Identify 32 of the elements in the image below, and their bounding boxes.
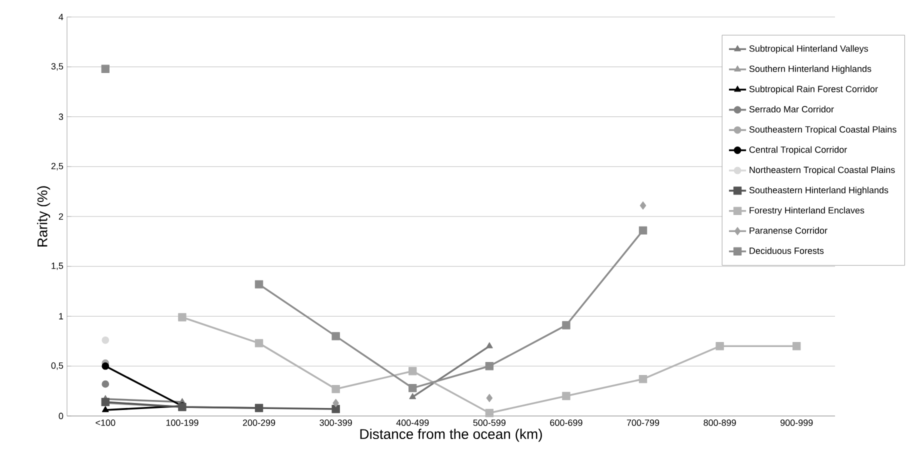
y-tick-label: 2 [58,213,64,220]
y-tick-label: 0,5 [51,362,64,370]
x-tick-label: 200-299 [242,420,276,426]
legend-label: Subtropical Rain Forest Corridor [749,86,878,94]
legend-label: Subtropical Hinterland Valleys [749,45,868,54]
legend-label: Southern Hinterland Highlands [749,65,872,74]
legend-label: Southeastern Tropical Coastal Plains [749,126,896,134]
legend-label: Forestry Hinterland Enclaves [750,206,864,216]
x-tick-label: 300-399 [320,420,352,426]
x-tick-label: 100-199 [166,420,198,426]
y-tick-label: 4 [58,14,64,20]
legend-label: Central Tropical Corridor [749,146,847,155]
x-tick-label: <100 [96,420,116,426]
legend-label: Paranense Corridor [750,227,828,234]
legend-label: Northeastern Tropical Coastal Plains [750,166,895,175]
x-tick-label: 900-999 [780,420,813,426]
x-tick-label: 400-499 [396,420,429,426]
legend-label: Deciduous Forests [750,247,824,254]
legend-label: Serrado Mar Corridor [749,106,834,112]
y-tick-label: 2,5 [51,162,64,170]
x-tick-label: 800-899 [704,420,736,426]
y-axis-title: Rarity (%) [37,186,50,246]
y-tick-label: 3,5 [51,63,64,71]
y-tick-label: 1 [59,313,64,320]
x-tick-label: 500-599 [473,420,506,426]
y-tick-label: 3 [58,114,64,120]
x-axis-title: Distance from the ocean (km) [360,428,542,442]
legend-label: Southeastern Hinterland Highlands [749,186,888,196]
x-tick-label: 700-799 [626,420,660,426]
y-tick-label: 1,5 [52,262,64,270]
y-tick-label: 0 [58,412,64,420]
x-tick-label: 600-699 [550,420,582,426]
